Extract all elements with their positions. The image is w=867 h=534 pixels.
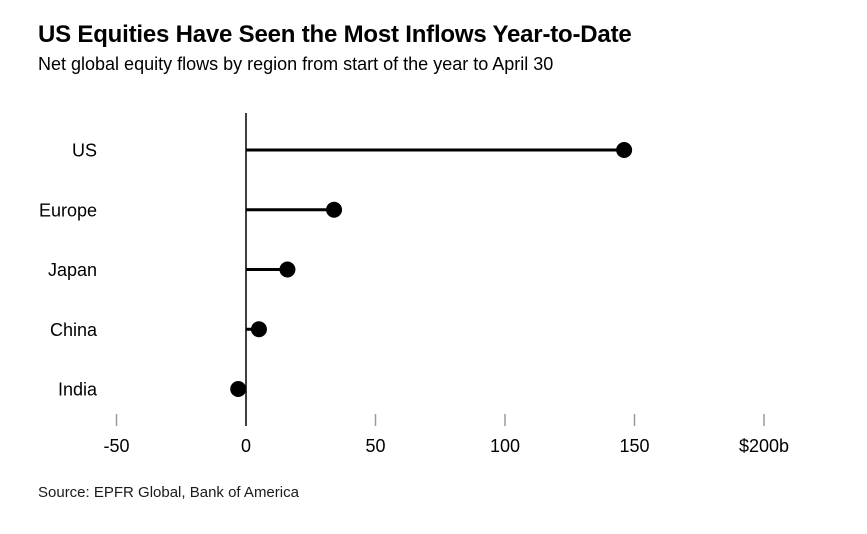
chart-subtitle: Net global equity flows by region from s…	[38, 54, 554, 74]
lollipop-dot	[250, 321, 267, 338]
chart-title: US Equities Have Seen the Most Inflows Y…	[38, 21, 632, 48]
lollipop-dot	[616, 142, 633, 158]
category-label: Japan	[48, 260, 97, 280]
lollipop-dot	[326, 201, 343, 218]
category-label: India	[58, 380, 98, 400]
x-tick-label: $200b	[739, 436, 789, 456]
x-tick-label: 150	[619, 436, 649, 456]
source-note: Source: EPFR Global, Bank of America	[38, 484, 299, 501]
category-label: US	[72, 141, 97, 161]
category-label: Europe	[39, 200, 97, 220]
category-label: China	[50, 320, 98, 340]
x-tick-label: 100	[490, 436, 520, 456]
x-tick-label: 50	[365, 436, 385, 456]
lollipop-dot	[230, 381, 247, 397]
lollipop-dot	[279, 261, 296, 278]
x-tick-label: 0	[241, 436, 251, 456]
x-tick-label: -50	[103, 436, 129, 456]
